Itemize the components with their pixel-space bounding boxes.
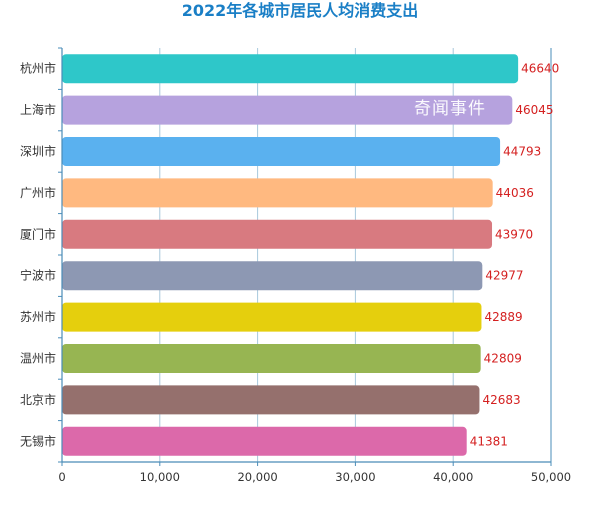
category-label: 上海市 xyxy=(20,102,56,117)
data-label: 44036 xyxy=(496,186,534,200)
bar xyxy=(62,219,493,249)
category-label: 杭州市 xyxy=(20,61,56,76)
bar xyxy=(62,385,480,415)
labels: 0 10,000 20,000 30,000 40,000 50,000 杭州市 46640 上… xyxy=(20,61,571,484)
data-label: 46045 xyxy=(515,103,553,117)
data-label: 46640 xyxy=(521,62,559,76)
bars xyxy=(62,54,519,456)
chart-title: 2022年各城市居民人均消费支出 xyxy=(181,1,419,20)
category-label: 厦门市 xyxy=(20,226,56,241)
x-tick-label: 50,000 xyxy=(531,470,571,484)
x-tick-label: 10,000 xyxy=(140,470,180,484)
bar xyxy=(62,344,481,373)
data-label: 42809 xyxy=(484,352,522,366)
category-label: 深圳市 xyxy=(20,144,56,159)
category-label: 温州市 xyxy=(20,351,56,366)
data-label: 42683 xyxy=(482,393,520,407)
category-label: 宁波市 xyxy=(20,268,56,283)
x-tick-label: 20,000 xyxy=(237,470,277,484)
axes xyxy=(58,47,552,466)
category-label: 北京市 xyxy=(20,392,56,407)
data-label: 42977 xyxy=(485,269,523,283)
x-tick-label: 30,000 xyxy=(335,470,375,484)
category-label: 广州市 xyxy=(20,185,56,200)
data-label: 42889 xyxy=(484,310,522,324)
bar xyxy=(62,95,513,125)
bar xyxy=(62,54,519,84)
data-label: 44793 xyxy=(503,145,541,159)
category-label: 无锡市 xyxy=(20,433,56,448)
watermark-text: 奇闻事件 xyxy=(414,99,486,119)
x-tick-label: 0 xyxy=(58,470,65,484)
bar xyxy=(62,302,482,332)
x-tick-label: 40,000 xyxy=(433,470,473,484)
bar xyxy=(62,137,501,166)
category-label: 苏州市 xyxy=(20,309,56,324)
bar xyxy=(62,261,483,291)
bar xyxy=(62,178,493,208)
data-label: 41381 xyxy=(470,434,508,448)
data-label: 43970 xyxy=(495,227,533,241)
bar xyxy=(62,426,467,456)
